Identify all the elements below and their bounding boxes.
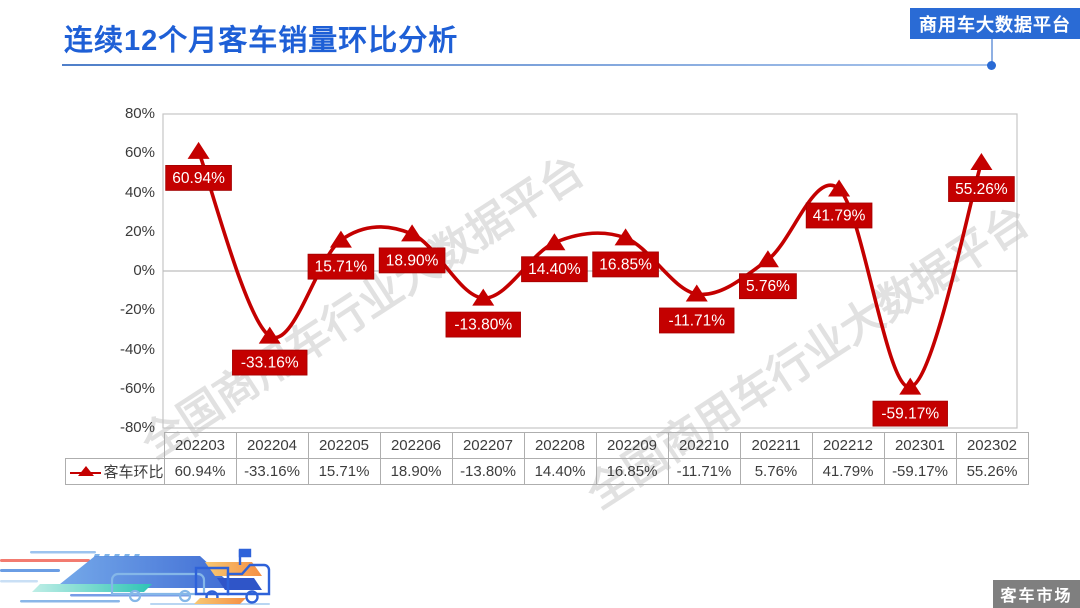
svg-text:-13.80%: -13.80% [454,317,512,334]
svg-text:-33.16%: -33.16% [241,355,299,372]
triangle-marker-icon [614,228,637,246]
triangle-marker-icon [899,377,922,395]
triangle-marker-icon [685,284,708,302]
month-header-cell: 202210 [667,432,741,459]
chart-table: 202203 202204 202205 202206 202207 202208 2022… [65,432,1029,485]
plot-border [162,113,1018,429]
data-label: -13.80% [445,311,521,338]
badge-connector-line [991,38,993,62]
value-cell: -11.71% [667,458,741,485]
triangle-marker-icon [828,179,851,197]
month-header-cell: 202301 [883,432,957,459]
month-header-cell: 202212 [811,432,885,459]
triangle-marker-icon [401,224,424,242]
y-tick-label: 80% [124,105,155,122]
table-corner-spacer [66,433,165,459]
data-label: 60.94% [165,165,232,191]
value-cell: 55.26% [955,458,1029,485]
svg-text:60.94%: 60.94% [172,170,225,187]
connector-dot [987,61,996,70]
market-tag: 客车市场 [993,580,1080,608]
value-cell: 5.76% [739,458,813,485]
series-marker-icon [70,465,102,476]
value-cell: -13.80% [451,458,525,485]
value-cell: 41.79% [811,458,885,485]
triangle-marker-icon [187,141,210,159]
y-tick-label: -60% [119,379,155,397]
month-header-cell: 202203 [163,432,237,459]
data-label: 55.26% [948,176,1015,202]
y-tick-label: 0% [133,262,155,279]
triangle-marker-icon [543,233,566,251]
value-cell: 16.85% [595,458,669,485]
month-header-cell: 202207 [451,432,525,459]
y-tick-label: 60% [124,144,155,162]
title-underline [62,64,991,66]
data-label: 15.71% [307,253,375,280]
month-header-cell: 202206 [379,432,453,459]
truck-icon [194,548,271,604]
legend-item: 客车环比 [65,458,165,485]
svg-text:15.71%: 15.71% [315,259,368,276]
value-cell: -33.16% [235,458,309,485]
y-tick-label: 20% [124,222,155,240]
month-header-cell: 202302 [955,432,1029,459]
triangle-marker-icon [756,250,779,268]
svg-text:5.76%: 5.76% [746,278,790,295]
month-header-cell: 202208 [523,432,597,459]
y-tick-label: -40% [119,340,155,358]
svg-text:41.79%: 41.79% [813,207,866,224]
triangle-marker-icon [329,230,352,248]
data-label: 5.76% [739,273,797,300]
series-line [196,149,984,389]
data-label: 14.40% [521,256,588,283]
value-cell: 14.40% [523,458,597,485]
platform-badge: 商用车大数据平台 [910,8,1080,39]
svg-text:-59.17%: -59.17% [881,406,939,423]
y-tick-label: -80% [119,419,155,436]
svg-text:-11.71%: -11.71% [668,312,725,329]
month-header-cell: 202209 [595,432,669,459]
svg-text:14.40%: 14.40% [528,261,581,278]
triangle-marker-icon [258,326,281,344]
legend-label: 客车环比 [103,464,164,481]
watermark-text: 全国商用车行业大数据平台 [133,146,593,468]
speed-lines-icon [0,551,270,605]
triangle-marker-icon [472,288,495,306]
triangle-marker-icon [970,153,993,171]
value-cell: 15.71% [307,458,381,485]
data-label: 41.79% [805,202,873,229]
data-label: 16.85% [592,251,659,278]
month-header-cell: 202205 [307,432,381,459]
value-cell: 18.90% [379,458,453,485]
svg-text:55.26%: 55.26% [955,181,1008,198]
value-cell: -59.17% [883,458,957,485]
svg-text:18.90%: 18.90% [386,252,439,269]
svg-text:16.85%: 16.85% [599,256,652,273]
y-tick-label: -20% [119,301,155,319]
data-label: 18.90% [378,247,446,274]
month-header-cell: 202204 [235,432,309,459]
value-cell: 60.94% [163,458,237,485]
data-label: -59.17% [872,400,948,427]
month-header-cell: 202211 [739,432,813,459]
chart-data-table: 202203 202204 202205 202206 202207 202208 2022… [65,432,1029,485]
trucks-decoration [0,548,271,605]
data-label: -11.71% [659,307,735,334]
data-label: -33.16% [232,349,308,376]
y-tick-label: 40% [124,183,155,201]
page-title: 连续12个月客车销量环比分析 [64,25,459,57]
